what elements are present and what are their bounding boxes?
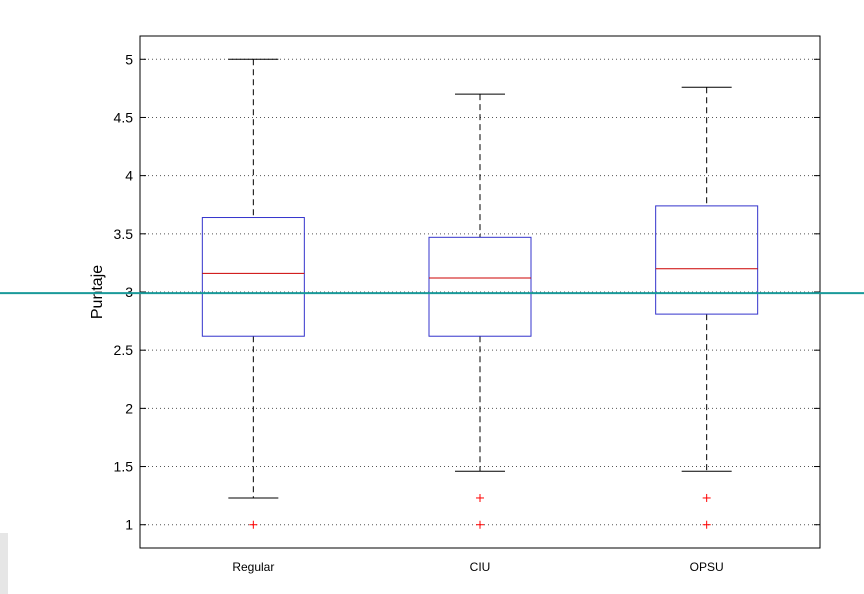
corner-block xyxy=(0,533,8,594)
y-tick-label: 5 xyxy=(125,51,133,67)
outlier-marker xyxy=(702,520,711,529)
box-iqr xyxy=(201,217,305,337)
box-group-opsu xyxy=(655,86,759,529)
outlier-marker xyxy=(702,493,711,502)
y-tick-label: 4.5 xyxy=(114,109,134,125)
y-tick-label: 3 xyxy=(125,284,133,300)
plot-frame xyxy=(139,35,821,549)
outlier-marker xyxy=(249,520,258,529)
outlier-marker xyxy=(476,520,484,529)
x-category-label: CIU xyxy=(470,560,491,574)
y-tick-label: 2.5 xyxy=(114,342,134,358)
boxes-layer xyxy=(201,58,759,529)
box-iqr xyxy=(655,205,759,315)
box-iqr xyxy=(428,236,532,337)
y-tick-labels: 1 1.5 2 2.5 3 3.5 4 4.5 5 xyxy=(114,51,134,532)
x-category-label: Regular xyxy=(232,560,274,574)
y-tick-label: 1 xyxy=(125,517,133,533)
x-category-labels: Regular CIU OPSU xyxy=(232,560,723,574)
y-tick-label: 3.5 xyxy=(114,226,134,242)
y-axis-label: Puntaje xyxy=(89,265,106,319)
axes xyxy=(139,35,821,549)
y-tick-label: 1.5 xyxy=(114,459,134,475)
box-group-regular xyxy=(201,58,305,529)
box-group-ciu xyxy=(428,93,532,529)
outlier-marker xyxy=(476,493,484,502)
x-category-label: OPSU xyxy=(690,560,724,574)
y-tick-label: 2 xyxy=(125,400,133,416)
y-tick-label: 4 xyxy=(125,168,133,184)
